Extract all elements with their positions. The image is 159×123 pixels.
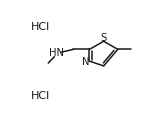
Text: HCl: HCl: [31, 91, 50, 101]
Text: S: S: [100, 33, 107, 43]
Text: HCl: HCl: [31, 22, 50, 32]
Text: N: N: [82, 57, 90, 67]
Text: HN: HN: [49, 48, 64, 58]
